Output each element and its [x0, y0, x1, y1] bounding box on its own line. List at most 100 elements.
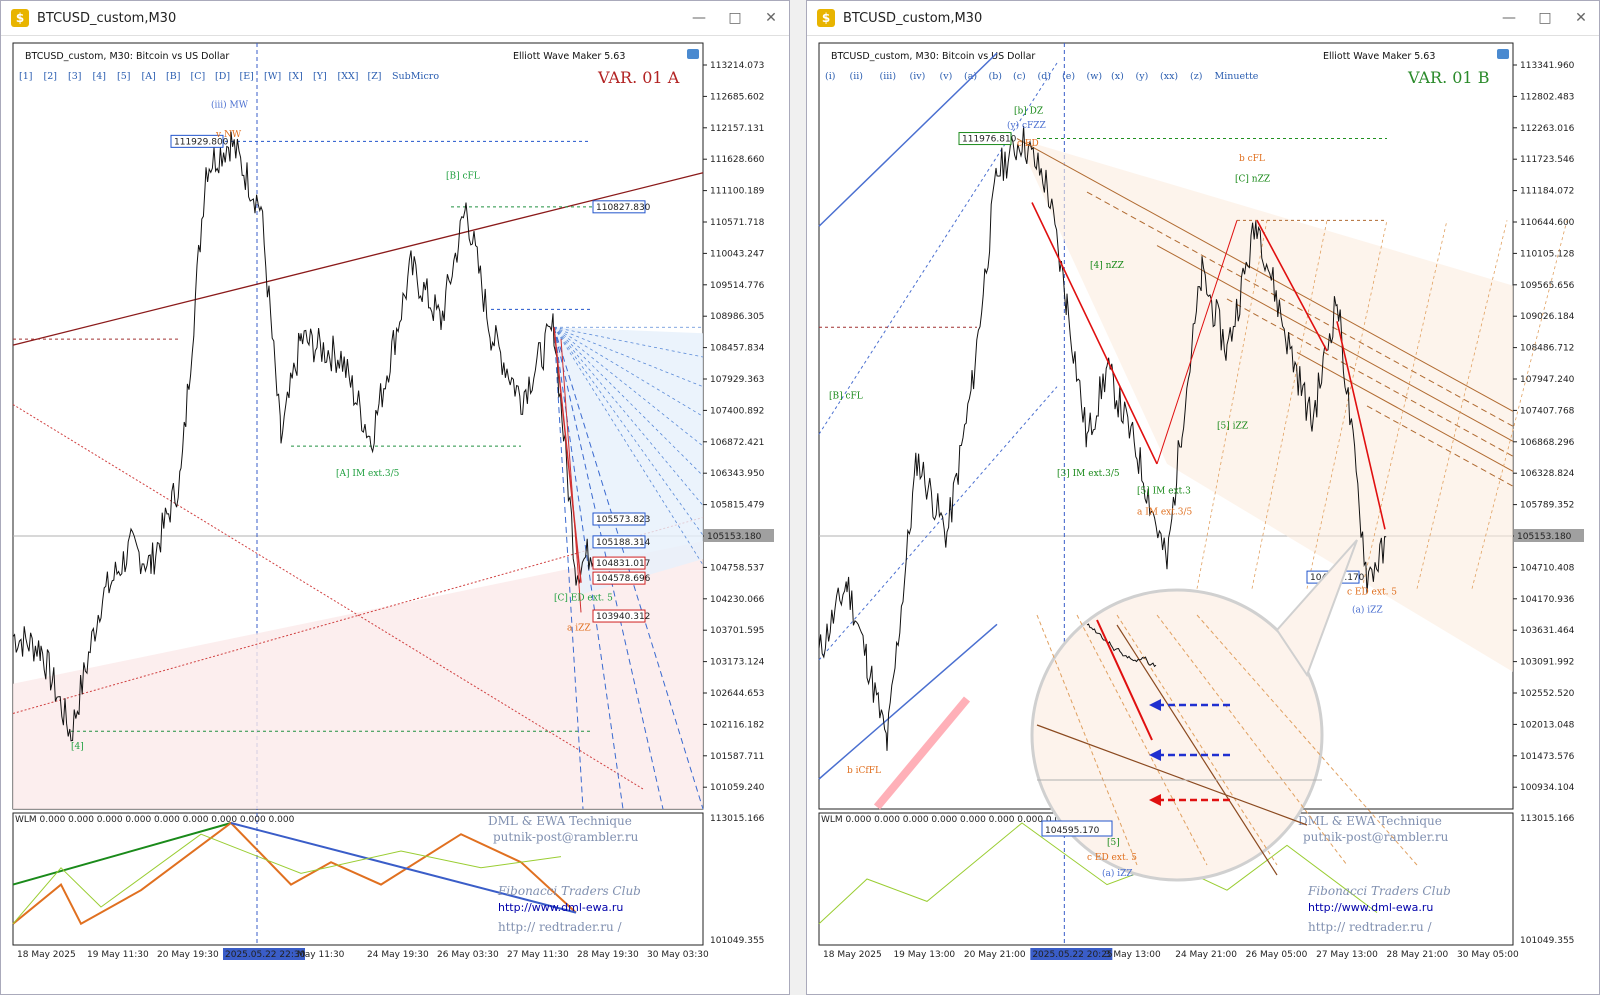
- wave-degree-button[interactable]: [Y]: [313, 71, 327, 82]
- price-tick-label: 104230.066: [710, 595, 765, 605]
- wave-degree-button[interactable]: (i): [825, 71, 835, 82]
- sub-tick-label: 113015.166: [710, 814, 765, 824]
- wave-degree-button[interactable]: [B]: [166, 71, 180, 82]
- price-tick-label: 111100.189: [710, 187, 765, 197]
- dotted-trend-line: [12, 404, 644, 790]
- chart-area-b[interactable]: BTCUSD_custom, M30: Bitcoin vs US Dollar…: [807, 35, 1599, 994]
- price-box[interactable]: [592, 512, 646, 526]
- title-bar-a[interactable]: $ BTCUSD_custom,M30 — □ ✕: [1, 1, 789, 36]
- maximize-icon[interactable]: □: [1538, 10, 1552, 26]
- wave-label: c ED: [1017, 139, 1039, 149]
- indicator-subwindow-frame[interactable]: [12, 812, 704, 946]
- credit-link[interactable]: http://www.dml-ewa.ru: [498, 901, 623, 914]
- wave-degree-button[interactable]: Minuette: [1215, 71, 1259, 82]
- zoom-wave-label: [5]: [1107, 838, 1120, 848]
- price-tick-label: 106868.296: [1520, 438, 1575, 448]
- close-icon[interactable]: ✕: [1575, 10, 1587, 26]
- maximize-icon[interactable]: □: [728, 10, 742, 26]
- wave-degree-button[interactable]: (b): [989, 71, 1003, 82]
- price-box[interactable]: [592, 571, 646, 585]
- price-box[interactable]: [592, 535, 646, 549]
- wave-degree-button[interactable]: (ii): [850, 71, 864, 82]
- price-tick-label: 106343.950: [710, 469, 765, 479]
- wave-degree-button[interactable]: (w): [1087, 71, 1103, 82]
- price-tick-label: 112685.602: [710, 92, 764, 102]
- price-tick-label: 111723.546: [1520, 155, 1575, 165]
- wave-degree-button[interactable]: [XX]: [338, 71, 359, 82]
- chart-svg-b[interactable]: BTCUSD_custom, M30: Bitcoin vs US Dollar…: [807, 35, 1599, 994]
- minimize-icon[interactable]: —: [1502, 10, 1516, 26]
- zoom-grid-line: [1036, 614, 1138, 866]
- fib-grid-line: [1196, 220, 1268, 589]
- price-tick-label: 104710.408: [1520, 563, 1575, 573]
- price-box[interactable]: [958, 132, 1012, 146]
- minimize-icon[interactable]: —: [692, 10, 706, 26]
- pink-trend-band: [873, 696, 971, 810]
- wave-degree-button[interactable]: [E]: [240, 71, 254, 82]
- current-price-label: 105153.180: [1517, 532, 1572, 542]
- chart-area-a[interactable]: BTCUSD_custom, M30: Bitcoin vs US Dollar…: [1, 35, 789, 994]
- wave-degree-button[interactable]: (v): [940, 71, 953, 82]
- projection-line: [1336, 321, 1386, 530]
- price-box[interactable]: [592, 609, 646, 623]
- indicator-line: [12, 821, 577, 926]
- credit-link[interactable]: http:// redtrader.ru /: [1308, 920, 1433, 934]
- wave-degree-button[interactable]: (y): [1136, 71, 1149, 82]
- wave-degree-button[interactable]: [2]: [44, 71, 57, 82]
- price-tick-label: 101587.711: [710, 752, 764, 762]
- wave-degree-button[interactable]: (e): [1062, 71, 1075, 82]
- title-bar-b[interactable]: $ BTCUSD_custom,M30 — □ ✕: [807, 1, 1599, 36]
- wave-degree-button[interactable]: [A]: [142, 71, 156, 82]
- chart-header-text: BTCUSD_custom, M30: Bitcoin vs US Dollar: [25, 51, 229, 62]
- wave-degree-button[interactable]: [D]: [215, 71, 230, 82]
- chart-window-b[interactable]: $ BTCUSD_custom,M30 — □ ✕ BTCUSD_custom,…: [806, 0, 1600, 995]
- wave-degree-button[interactable]: (xx): [1160, 71, 1178, 82]
- wave-label: b cFL: [1239, 154, 1265, 164]
- credit-link[interactable]: http:// redtrader.ru /: [498, 920, 623, 934]
- sub-tick-label: 101049.355: [710, 936, 764, 946]
- wave-degree-button[interactable]: [3]: [68, 71, 81, 82]
- wave-label: a iZZ: [567, 623, 591, 633]
- wave-degree-button[interactable]: [Z]: [368, 71, 382, 82]
- wave-label: b iCfFL: [847, 766, 881, 776]
- price-tick-label: 109026.184: [1520, 312, 1575, 322]
- wave-degree-button[interactable]: [C]: [191, 71, 206, 82]
- wave-degree-button[interactable]: [X]: [289, 71, 303, 82]
- fib-fan-line: [553, 327, 664, 810]
- current-price-box: [1514, 529, 1584, 542]
- wave-label: [C] nZZ: [1235, 175, 1270, 185]
- credit-club: Fibonacci Traders Club: [1307, 884, 1451, 898]
- price-tick-label: 100934.104: [1520, 783, 1575, 793]
- wave-degree-button[interactable]: (x): [1111, 71, 1124, 82]
- credit-link[interactable]: http://www.dml-ewa.ru: [1308, 901, 1433, 914]
- credit-email: putnik-post@rambler.ru: [1303, 830, 1449, 844]
- wave-degree-button[interactable]: [4]: [93, 71, 106, 82]
- wave-degree-button[interactable]: [5]: [117, 71, 130, 82]
- time-tick-label: 26 May 03:30: [437, 950, 499, 960]
- price-tick-label: 110571.718: [710, 218, 765, 228]
- wave-degree-button[interactable]: (d): [1038, 71, 1052, 82]
- close-icon[interactable]: ✕: [765, 10, 777, 26]
- chart-window-a[interactable]: $ BTCUSD_custom,M30 — □ ✕ BTCUSD_custom,…: [0, 0, 790, 995]
- price-box[interactable]: [170, 134, 224, 148]
- wave-degree-button[interactable]: (iv): [910, 71, 926, 82]
- window-title-b: BTCUSD_custom,M30: [843, 10, 983, 26]
- time-tick-label: 19 May 11:30: [87, 950, 149, 960]
- wave-degree-button[interactable]: SubMicro: [392, 71, 439, 82]
- plugin-name: Elliott Wave Maker 5.63: [513, 51, 625, 62]
- wave-degree-button[interactable]: (c): [1013, 71, 1026, 82]
- chart-svg-a[interactable]: BTCUSD_custom, M30: Bitcoin vs US Dollar…: [1, 35, 789, 994]
- price-box[interactable]: [592, 556, 646, 570]
- wave-degree-button[interactable]: [1]: [19, 71, 32, 82]
- price-tick-label: 103091.992: [1520, 658, 1574, 668]
- time-tick-label: 2025.05.22 20:25: [1032, 950, 1112, 960]
- wave-degree-button[interactable]: [W]: [264, 71, 281, 82]
- wave-degree-button[interactable]: (a): [964, 71, 977, 82]
- price-series-line: [818, 125, 1387, 751]
- wave-degree-button[interactable]: (iii): [880, 71, 897, 82]
- time-tick-label: 24 May 19:30: [367, 950, 429, 960]
- zoom-wave-label: c ED ext. 5: [1087, 853, 1137, 863]
- blue-channel-line: [818, 623, 998, 780]
- wave-degree-button[interactable]: (z): [1190, 71, 1202, 82]
- price-box[interactable]: [592, 200, 646, 214]
